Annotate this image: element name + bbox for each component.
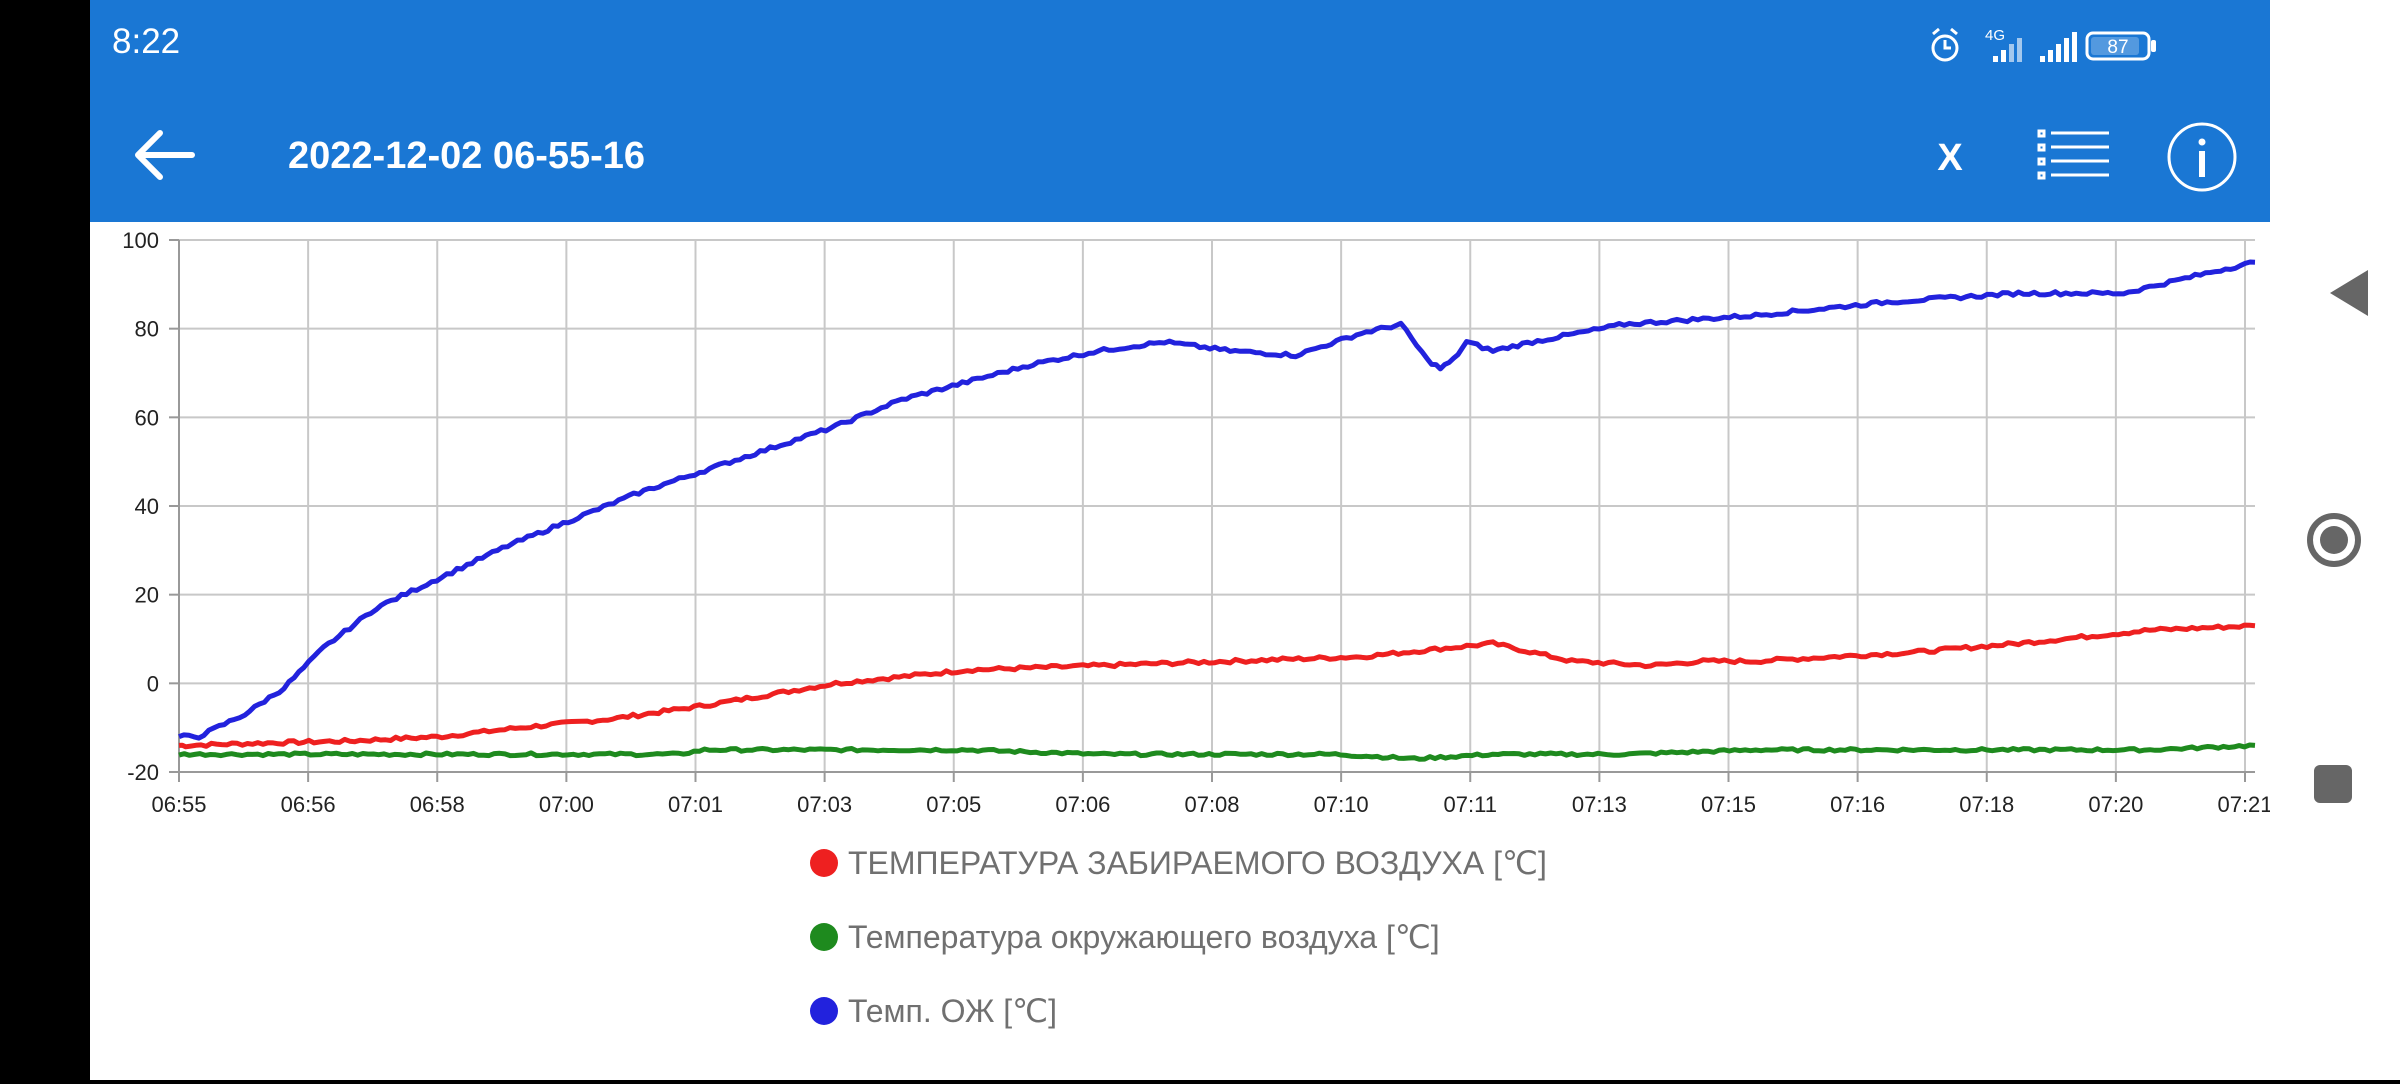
status-time: 8:22: [112, 22, 181, 61]
y-tick-label: 20: [135, 583, 159, 608]
y-tick-label: 40: [135, 494, 159, 519]
x-tick-label: 07:21: [2217, 792, 2270, 817]
x-tick-label: 07:05: [926, 792, 981, 817]
x-tick-label: 07:20: [2088, 792, 2143, 817]
chart-axes: -20 0 20 40 60 80 100 06:55 06:56 06:58 07:00 07:01…: [122, 228, 2270, 817]
system-nav-bar: [2270, 0, 2400, 1080]
x-tick-label: 07:01: [668, 792, 723, 817]
back-button[interactable]: [130, 122, 210, 188]
nav-recents-icon[interactable]: [2314, 765, 2352, 803]
x-tick-label: 07:15: [1701, 792, 1756, 817]
x-tick-label: 06:55: [151, 792, 206, 817]
network-type: 4G: [1985, 27, 2005, 44]
app-screen: 8:22 4G 87: [90, 0, 2270, 1080]
legend-dot: [810, 923, 838, 951]
series-line-0: [178, 622, 2256, 750]
legend-label: ТЕМПЕРАТУРА ЗАБИРАЕМОГО ВОЗДУХА [℃]: [848, 845, 1547, 881]
chart-grid: [178, 239, 2255, 773]
list-button[interactable]: [2035, 125, 2115, 187]
y-tick-label: 80: [135, 317, 159, 342]
x-button[interactable]: X: [1937, 137, 1963, 179]
x-tick-label: 07:00: [539, 792, 594, 817]
x-tick-label: 07:18: [1959, 792, 2014, 817]
legend-label: Темп. ОЖ [℃]: [848, 993, 1057, 1029]
page-title: 2022-12-02 06-55-16: [288, 135, 646, 177]
legend-label: Температура окружающего воздуха [℃]: [848, 919, 1440, 955]
x-tick-label: 07:03: [797, 792, 852, 817]
x-tick-label: 07:13: [1572, 792, 1627, 817]
x-tick-label: 06:56: [281, 792, 336, 817]
nav-home-icon[interactable]: [2307, 513, 2361, 567]
signal-icon: [1993, 38, 2022, 62]
alarm-icon: [1931, 27, 1959, 62]
info-button[interactable]: [2165, 120, 2239, 194]
x-tick-label: 07:08: [1184, 792, 1239, 817]
x-tick-label: 07:10: [1314, 792, 1369, 817]
signal-icon-2: [2040, 32, 2077, 62]
x-tick-label: 07:16: [1830, 792, 1885, 817]
x-tick-label: 06:58: [410, 792, 465, 817]
chart-series: [178, 259, 2256, 762]
temperature-chart: -20 0 20 40 60 80 100 06:55 06:56 06:58 07:00 07:01…: [122, 228, 2270, 817]
x-tick-label: 07:06: [1055, 792, 1110, 817]
nav-back-icon[interactable]: [2330, 270, 2368, 316]
legend-dot: [810, 997, 838, 1025]
y-tick-label: 100: [122, 228, 159, 253]
y-tick-label: 0: [147, 671, 159, 696]
info-icon: [2167, 122, 2237, 192]
list-icon: [2037, 129, 2109, 180]
battery-level: 87: [2107, 37, 2128, 58]
status-icons: 4G 87: [1925, 22, 2270, 68]
arrow-left-icon: [135, 130, 195, 180]
legend-dot: [810, 849, 838, 877]
x-tick-label: 07:11: [1444, 792, 1497, 817]
series-line-2: [178, 259, 2256, 741]
y-tick-label: 60: [135, 405, 159, 430]
battery-icon: [2085, 31, 2156, 61]
app-bar: 8:22 4G 87: [90, 0, 2270, 222]
y-tick-label: -20: [127, 760, 159, 785]
series-line-1: [178, 742, 2256, 762]
